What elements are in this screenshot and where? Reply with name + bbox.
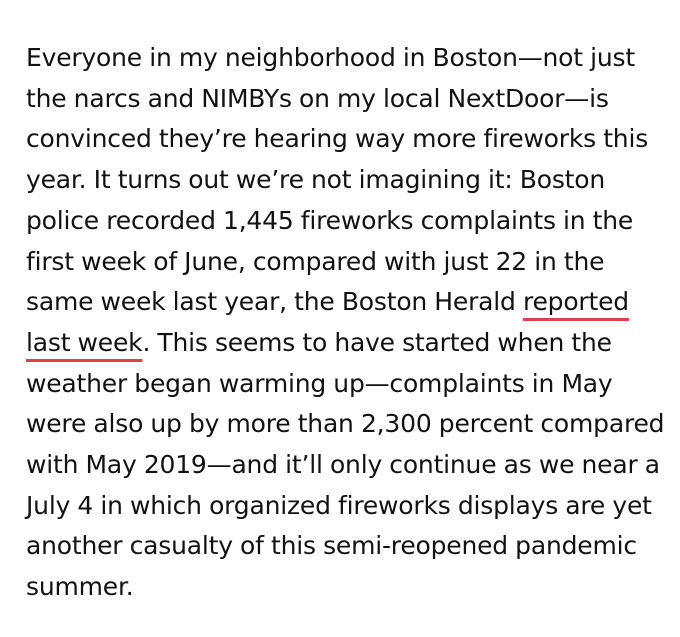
reported-link[interactable]: reported bbox=[522, 287, 629, 317]
last-week-link[interactable]: last week bbox=[26, 327, 143, 357]
paragraph-line: police recorded 1,445 fireworks complain… bbox=[26, 205, 634, 235]
paragraph-line: weather began warming up—complaints in M… bbox=[26, 368, 613, 398]
paragraph-line: last week. This seems to have started wh… bbox=[26, 323, 666, 364]
paragraph-line: first week of June, compared with just 2… bbox=[26, 246, 605, 276]
paragraph-line: another casualty of this semi-reopened p… bbox=[26, 531, 637, 561]
paragraph-line: were also up by more than 2,300 percent … bbox=[26, 409, 665, 439]
paragraph-text: . This seems to have started when the bbox=[142, 327, 612, 357]
paragraph-line: the narcs and NIMBYs on my local NextDoo… bbox=[26, 83, 609, 113]
paragraph-line: year. It turns out we’re not imagining i… bbox=[26, 165, 606, 195]
paragraph-line: Everyone in my neighborhood in Boston—no… bbox=[26, 43, 635, 72]
paragraph-line: with May 2019—and it’ll only continue as… bbox=[26, 450, 660, 480]
paragraph-line: convinced they’re hearing way more firew… bbox=[26, 124, 649, 154]
article-paragraph: Everyone in my neighborhood in Boston—no… bbox=[26, 38, 666, 608]
paragraph-text: same week last year, the Boston Herald bbox=[26, 287, 523, 317]
paragraph-line: same week last year, the Boston Herald r… bbox=[26, 282, 666, 323]
paragraph-line: July 4 in which organized fireworks disp… bbox=[26, 490, 652, 520]
paragraph-line: summer. bbox=[26, 572, 134, 602]
